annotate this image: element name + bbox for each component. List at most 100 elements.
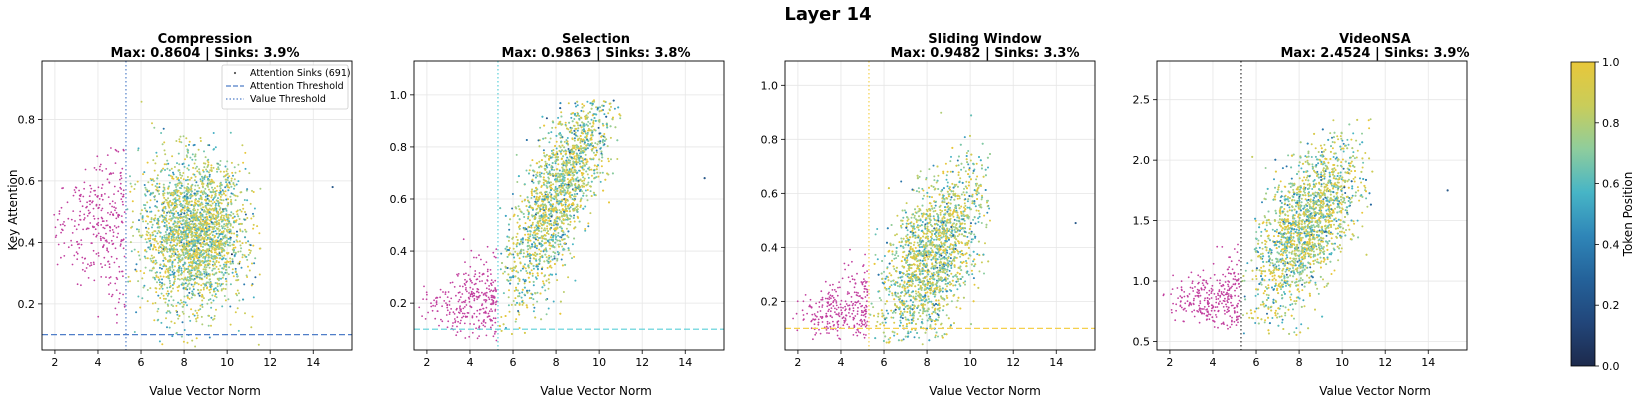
scatter-point bbox=[197, 148, 200, 151]
scatter-point bbox=[182, 200, 185, 202]
scatter-point bbox=[216, 200, 219, 203]
scatter-point bbox=[173, 265, 176, 268]
scatter-point bbox=[589, 185, 592, 188]
scatter-point bbox=[190, 190, 193, 193]
scatter-point bbox=[154, 302, 157, 304]
scatter-point bbox=[204, 195, 207, 198]
scatter-point bbox=[206, 260, 209, 263]
scatter-point bbox=[567, 207, 570, 210]
scatter-point bbox=[578, 157, 580, 159]
scatter-point bbox=[212, 264, 215, 267]
scatter-point bbox=[535, 263, 538, 266]
scatter-point bbox=[182, 305, 185, 308]
scatter-point bbox=[547, 196, 549, 199]
scatter-point bbox=[183, 198, 186, 201]
scatter-point bbox=[166, 286, 169, 289]
scatter-point bbox=[139, 212, 142, 215]
scatter-point bbox=[256, 225, 259, 228]
scatter-point bbox=[234, 171, 237, 174]
scatter-point bbox=[192, 252, 195, 255]
scatter-point bbox=[208, 175, 211, 178]
scatter-point bbox=[211, 180, 214, 183]
scatter-point bbox=[194, 175, 197, 178]
scatter-point bbox=[199, 243, 202, 246]
scatter-point bbox=[526, 250, 529, 253]
scatter-point bbox=[190, 261, 193, 264]
scatter-point bbox=[173, 166, 176, 168]
scatter-point bbox=[187, 270, 189, 273]
scatter-point bbox=[214, 295, 216, 298]
scatter-point bbox=[517, 289, 519, 292]
scatter-point bbox=[570, 156, 573, 159]
scatter-point bbox=[528, 237, 531, 240]
scatter-point bbox=[206, 253, 208, 256]
scatter-point bbox=[156, 281, 158, 284]
sink-point bbox=[115, 149, 118, 152]
scatter-point bbox=[589, 212, 592, 215]
scatter-point bbox=[536, 291, 539, 294]
scatter-point bbox=[150, 269, 153, 272]
scatter-point bbox=[215, 214, 217, 217]
scatter-point bbox=[203, 271, 206, 273]
scatter-point bbox=[550, 193, 553, 196]
scatter-point bbox=[561, 198, 564, 201]
scatter-point bbox=[552, 197, 555, 200]
scatter-point bbox=[197, 309, 200, 312]
scatter-point bbox=[536, 253, 539, 256]
scatter-point bbox=[149, 257, 152, 260]
scatter-point bbox=[237, 329, 240, 332]
scatter-point bbox=[600, 160, 603, 162]
scatter-point bbox=[201, 203, 204, 206]
scatter-point bbox=[220, 220, 223, 223]
scatter-point bbox=[207, 254, 210, 257]
scatter-point bbox=[139, 306, 142, 309]
scatter-point bbox=[176, 184, 179, 187]
scatter-point bbox=[226, 226, 229, 229]
scatter-point bbox=[534, 236, 537, 239]
sink-point bbox=[80, 284, 82, 287]
sink-point bbox=[67, 246, 70, 249]
scatter-point bbox=[161, 284, 163, 287]
scatter-point bbox=[197, 289, 200, 292]
sink-point bbox=[93, 263, 95, 266]
scatter-point bbox=[205, 202, 208, 205]
scatter-point bbox=[207, 204, 210, 206]
scatter-point bbox=[162, 259, 165, 262]
scatter-point bbox=[227, 273, 230, 276]
scatter-point bbox=[542, 280, 544, 283]
sink-point bbox=[77, 223, 80, 226]
scatter-point bbox=[213, 242, 216, 245]
scatter-point bbox=[153, 219, 156, 222]
scatter-point bbox=[187, 183, 190, 185]
scatter-point bbox=[530, 197, 533, 199]
scatter-point bbox=[543, 124, 546, 127]
scatter-point bbox=[209, 240, 212, 243]
sink-point bbox=[97, 232, 100, 235]
scatter-point bbox=[527, 239, 530, 242]
scatter-point bbox=[173, 240, 176, 243]
scatter-point bbox=[571, 198, 574, 201]
scatter-point bbox=[596, 151, 598, 154]
scatter-point bbox=[245, 230, 248, 233]
scatter-point bbox=[183, 205, 186, 208]
scatter-point bbox=[525, 304, 528, 307]
scatter-point bbox=[583, 179, 586, 182]
sink-point bbox=[112, 172, 115, 175]
scatter-point bbox=[230, 203, 233, 206]
scatter-point bbox=[536, 300, 539, 303]
scatter-point bbox=[536, 272, 539, 275]
scatter-point bbox=[568, 210, 571, 213]
scatter-point bbox=[183, 222, 186, 225]
scatter-point bbox=[220, 240, 222, 243]
sink-point bbox=[88, 200, 91, 203]
scatter-point bbox=[191, 183, 194, 186]
scatter-point bbox=[217, 204, 220, 207]
scatter-point bbox=[219, 164, 221, 167]
scatter-point bbox=[154, 217, 157, 220]
scatter-point bbox=[227, 198, 229, 201]
legend-marker-sinks bbox=[233, 71, 237, 75]
scatter-point bbox=[547, 233, 550, 235]
scatter-point bbox=[212, 290, 215, 293]
scatter-point bbox=[129, 241, 132, 244]
scatter-point bbox=[197, 283, 200, 286]
